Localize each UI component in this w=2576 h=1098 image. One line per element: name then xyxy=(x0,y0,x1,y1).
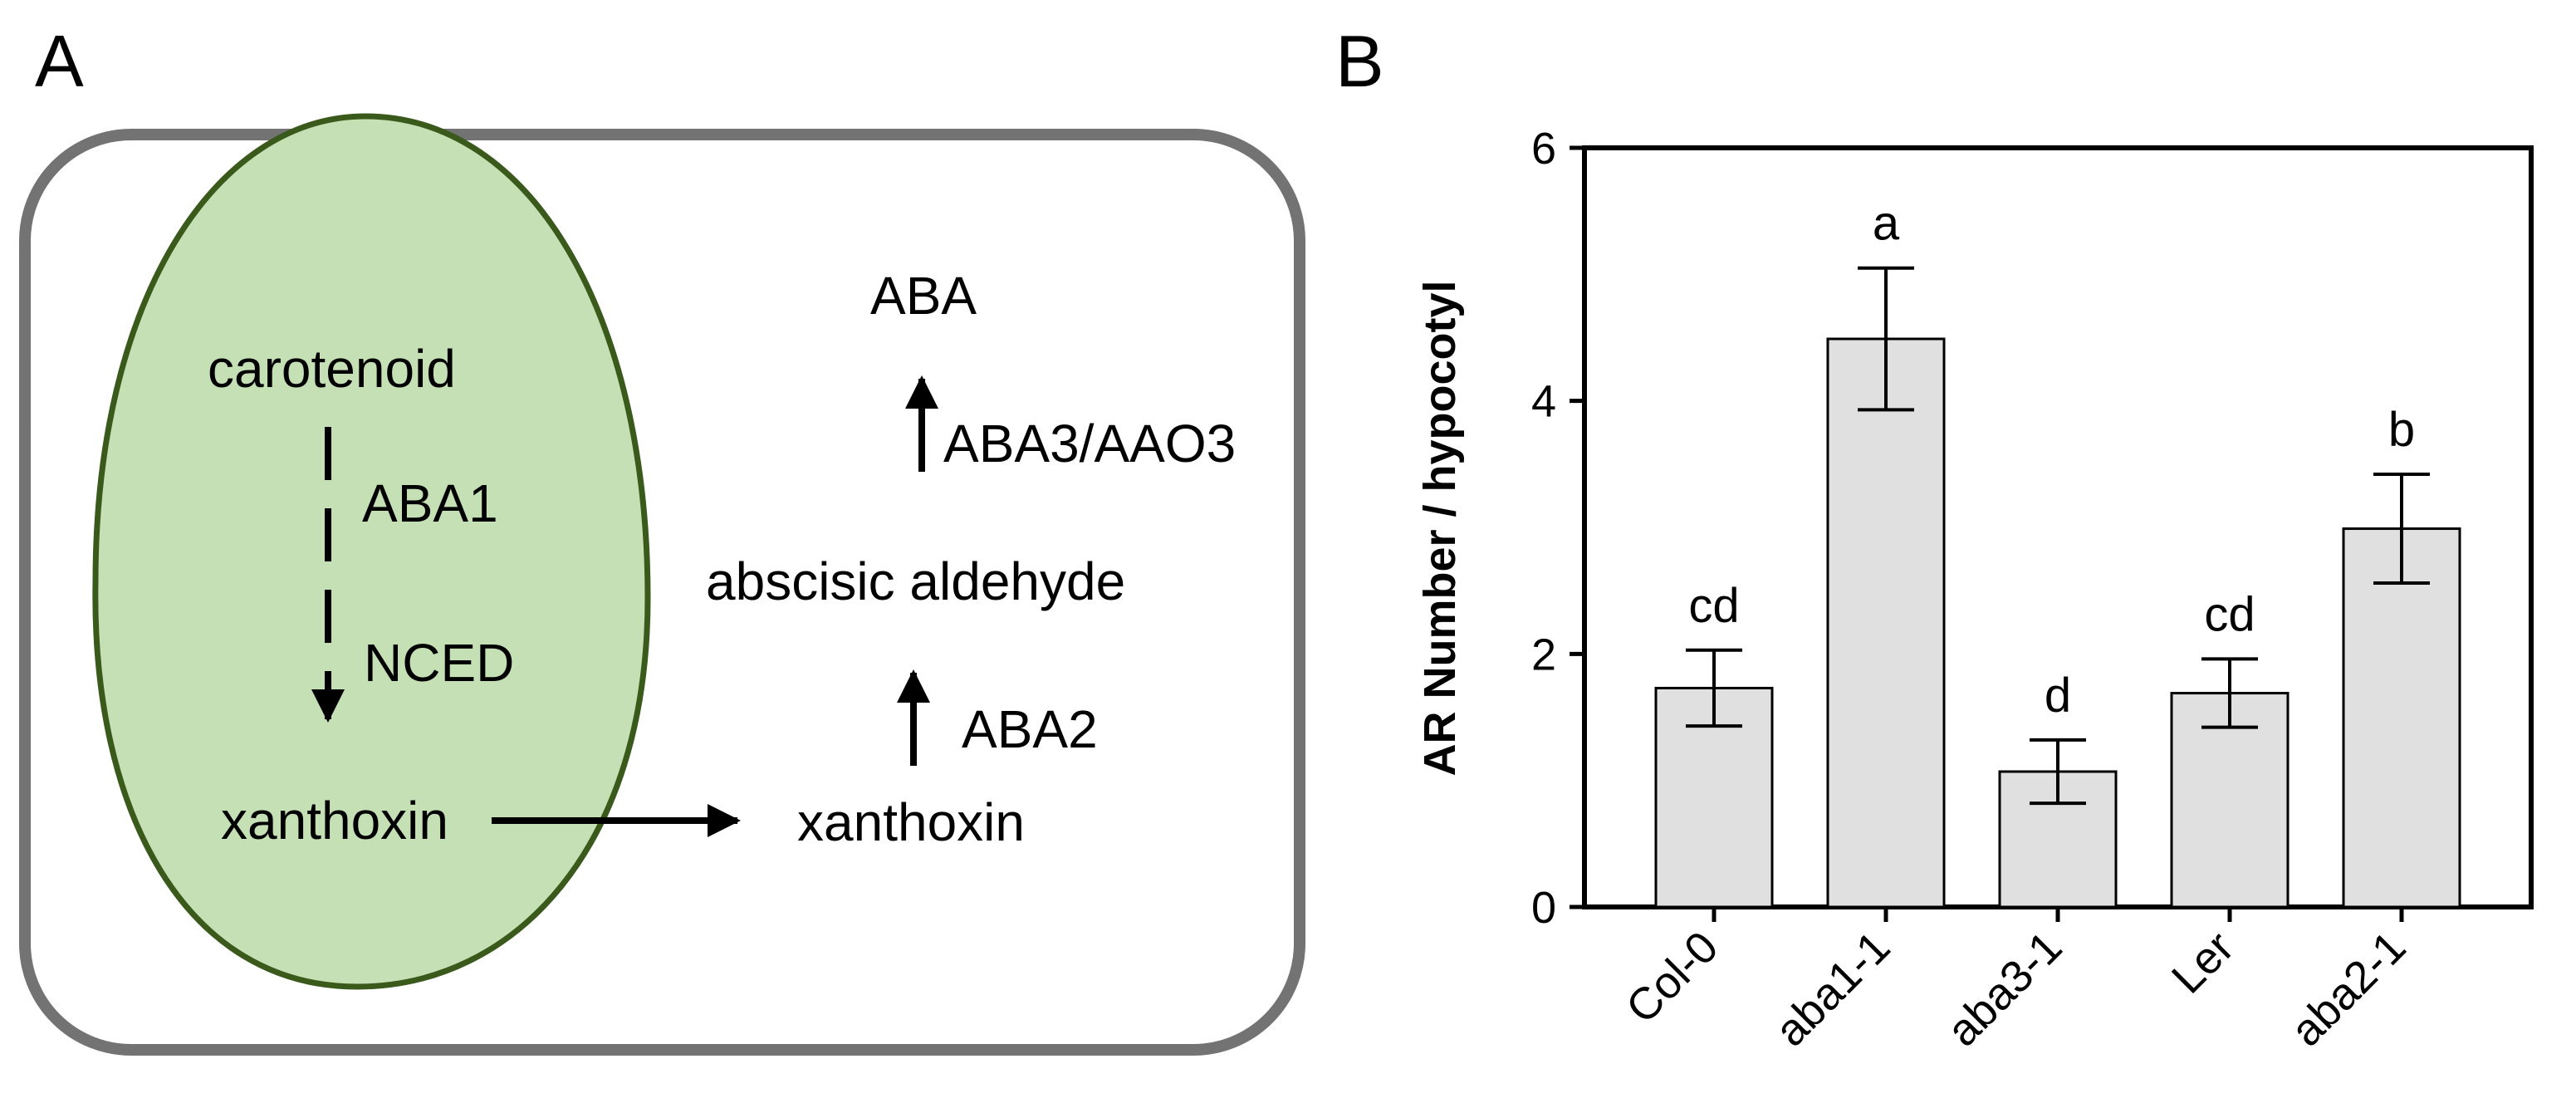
significance-label-Col-0: cd xyxy=(1688,579,1739,633)
xanthoxin-cytosol-label: xanthoxin xyxy=(797,792,1025,852)
carotenoid-label: carotenoid xyxy=(208,339,456,399)
panel-b: B cd a d cd b 0 2 4 6 Col-0 aba1-1 aba3-1 Ler aba2-… xyxy=(1335,20,2534,1056)
nced-enzyme-label: NCED xyxy=(364,633,514,693)
significance-label-aba3-1: d xyxy=(2045,669,2071,723)
panel-a: A carotenoid ABA1 NCED xanthoxin xanthox… xyxy=(19,20,1305,1056)
x-tick-label-Col-0: Col-0 xyxy=(1617,922,1728,1033)
significance-label-aba2-1: b xyxy=(2388,403,2415,457)
y-tick-label-4: 4 xyxy=(1531,377,1556,427)
panel-a-label: A xyxy=(35,20,84,102)
aba2-enzyme-label: ABA2 xyxy=(962,699,1098,759)
xanthoxin-plastid-label: xanthoxin xyxy=(221,791,448,850)
significance-label-Ler: cd xyxy=(2204,587,2255,641)
bar-aba1-1 xyxy=(1826,337,1946,909)
y-axis-title: AR Number / hypocotyl xyxy=(1415,280,1465,776)
x-tick-label-Ler: Ler xyxy=(2162,922,2244,1003)
chloroplast xyxy=(92,113,651,990)
y-tick-label-2: 2 xyxy=(1531,630,1556,679)
aba1-enzyme-label: ABA1 xyxy=(362,473,498,533)
aba-label: ABA xyxy=(870,266,977,326)
bar-aba2-1 xyxy=(2342,527,2461,909)
significance-label-aba1-1: a xyxy=(1873,197,1900,251)
x-tick-label-aba1-1: aba1-1 xyxy=(1765,922,1899,1056)
y-tick-label-0: 0 xyxy=(1531,883,1556,933)
panel-b-label: B xyxy=(1335,20,1384,102)
aba3-aao3-enzyme-label: ABA3/AAO3 xyxy=(943,414,1236,473)
x-tick-label-aba3-1: aba3-1 xyxy=(1937,922,2071,1056)
y-tick-label-6: 6 xyxy=(1531,124,1556,174)
x-tick-label-aba2-1: aba2-1 xyxy=(2281,922,2415,1056)
abscisic-aldehyde-label: abscisic aldehyde xyxy=(706,551,1125,611)
